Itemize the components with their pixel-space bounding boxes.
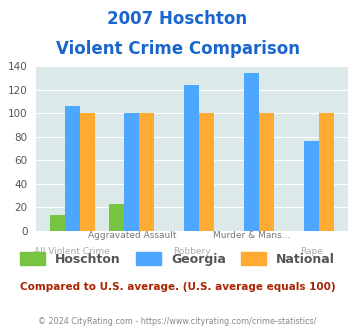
Text: Murder & Mans...: Murder & Mans... (213, 231, 290, 240)
Bar (244, 73, 259, 231)
Bar (50, 214, 65, 231)
Bar (319, 113, 334, 231)
Bar (199, 113, 214, 231)
Text: Robbery: Robbery (173, 248, 211, 256)
Text: All Violent Crime: All Violent Crime (34, 248, 110, 256)
Text: Rape: Rape (300, 248, 323, 256)
Bar (109, 204, 125, 231)
Bar (140, 113, 154, 231)
Text: © 2024 CityRating.com - https://www.cityrating.com/crime-statistics/: © 2024 CityRating.com - https://www.city… (38, 317, 317, 326)
Bar (65, 106, 80, 231)
Text: Compared to U.S. average. (U.S. average equals 100): Compared to U.S. average. (U.S. average … (20, 282, 335, 292)
Bar (184, 85, 199, 231)
Text: 2007 Hoschton: 2007 Hoschton (108, 10, 247, 28)
Bar (80, 113, 94, 231)
Text: Aggravated Assault: Aggravated Assault (88, 231, 176, 240)
Bar (125, 113, 140, 231)
Bar (259, 113, 274, 231)
Bar (304, 142, 319, 231)
Text: Violent Crime Comparison: Violent Crime Comparison (55, 40, 300, 58)
Legend: Hoschton, Georgia, National: Hoschton, Georgia, National (15, 247, 340, 271)
